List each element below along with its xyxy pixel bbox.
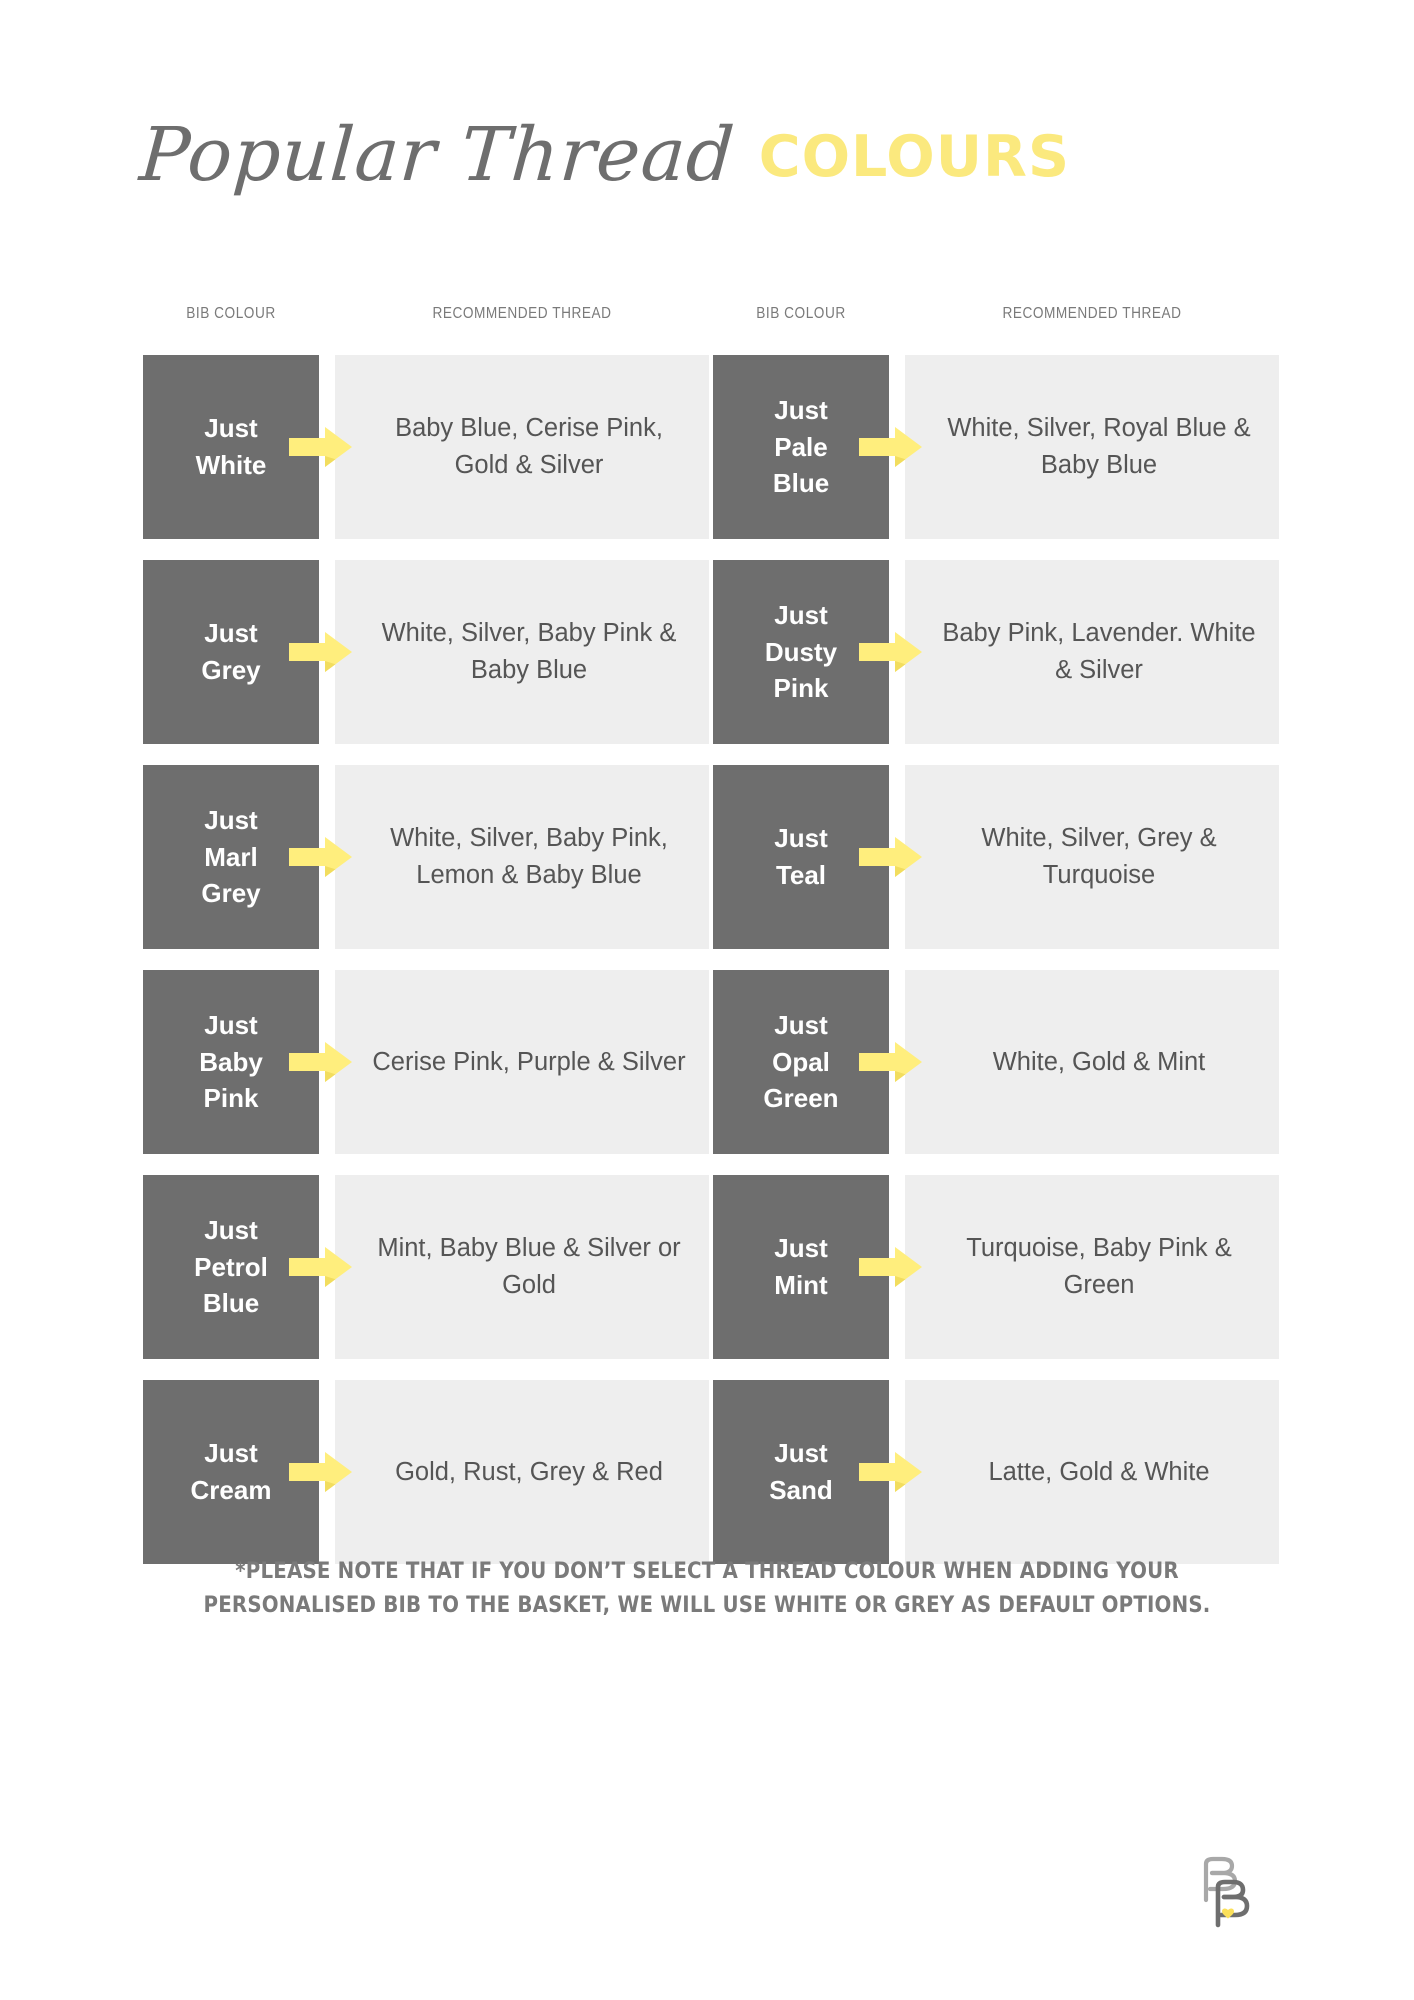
bib-colour-label: Just White [195,413,267,480]
heart-icon [1222,1908,1234,1919]
bib-colour-label: Just Cream [190,1438,272,1505]
bib-colour-label: Just Pale Blue [772,394,830,499]
recommended-thread-cell: White, Gold & Mint [905,970,1279,1154]
page-title-script: Popular Thread [136,112,738,198]
recommended-thread-cell: Baby Pink, Lavender. White & Silver [905,560,1279,744]
table-row: Just Grey White, Silver, Baby Pink & Baby… [0,560,1414,744]
bib-colour-swatch: Just Dusty Pink [713,560,889,744]
bib-colour-label: Just Marl Grey [201,804,261,909]
bib-colour-swatch: Just Cream [143,1380,319,1564]
table-row: Just White Baby Blue, Cerise Pink, Gold &… [0,355,1414,539]
recommended-thread-label: White, Silver, Grey & Turquoise [981,824,1217,889]
column-headers: BIB COLOUR RECOMMENDED THREAD BIB COLOUR… [0,305,1414,327]
table-row: Just Marl Grey White, Silver, Baby Pink, … [0,765,1414,949]
bib-colour-swatch: Just Opal Green [713,970,889,1154]
bib-colour-label: Just Grey [201,618,261,685]
bib-colour-label: Just Opal Green [763,1009,839,1114]
recommended-thread-label: White, Silver, Royal Blue & Baby Blue [947,414,1251,479]
recommended-thread-cell: Cerise Pink, Purple & Silver [335,970,709,1154]
bib-colour-swatch: Just Sand [713,1380,889,1564]
recommended-thread-label: Baby Pink, Lavender. White & Silver [942,619,1256,684]
page-title: Popular Thread COLOURS [0,112,1414,218]
bib-colour-label: Just Sand [769,1438,833,1505]
column-header-recommended-thread-left: RECOMMENDED THREAD [432,305,612,322]
recommended-thread-cell: Latte, Gold & White [905,1380,1279,1564]
bib-colour-swatch: Just Mint [713,1175,889,1359]
recommended-thread-label: Baby Blue, Cerise Pink, Gold & Silver [395,414,663,479]
bib-colour-label: Just Baby Pink [199,1009,263,1114]
page-title-accent: COLOURS [758,124,1070,190]
bib-colour-label: Just Petrol Blue [194,1214,268,1319]
recommended-thread-cell: Gold, Rust, Grey & Red [335,1380,709,1564]
recommended-thread-label: White, Silver, Baby Pink, Lemon & Baby B… [390,824,668,889]
recommended-thread-label: Latte, Gold & White [988,1457,1210,1486]
column-header-bib-colour-left: BIB COLOUR [186,305,276,322]
recommended-thread-cell: White, Silver, Baby Pink, Lemon & Baby B… [335,765,709,949]
recommended-thread-cell: White, Silver, Royal Blue & Baby Blue [905,355,1279,539]
recommended-thread-label: Gold, Rust, Grey & Red [395,1457,663,1486]
recommended-thread-cell: Mint, Baby Blue & Silver or Gold [335,1175,709,1359]
table-row: Just Baby Pink Cerise Pink, Purple & Silv… [0,970,1414,1154]
footnote-line-2: PERSONALISED BIB TO THE BASKET, WE WILL … [203,1593,1211,1619]
column-header-recommended-thread-right: RECOMMENDED THREAD [1002,305,1182,322]
recommended-thread-cell: Turquoise, Baby Pink & Green [905,1175,1279,1359]
recommended-thread-cell: Baby Blue, Cerise Pink, Gold & Silver [335,355,709,539]
recommended-thread-label: Mint, Baby Blue & Silver or Gold [377,1234,681,1299]
bib-colour-swatch: Just White [143,355,319,539]
table-row: Just Cream Gold, Rust, Grey & Red Just San… [0,1380,1414,1564]
table-row: Just Petrol Blue Mint, Baby Blue & Silver… [0,1175,1414,1359]
bib-colour-label: Just Mint [774,1233,828,1300]
recommended-thread-label: Turquoise, Baby Pink & Green [966,1234,1232,1299]
bib-colour-swatch: Just Marl Grey [143,765,319,949]
column-header-bib-colour-right: BIB COLOUR [756,305,846,322]
bib-colour-label: Just Teal [774,823,828,890]
footnote: *PLEASE NOTE THAT IF YOU DON’T SELECT A … [71,1555,1344,1623]
bib-colour-swatch: Just Pale Blue [713,355,889,539]
recommended-thread-cell: White, Silver, Baby Pink & Baby Blue [335,560,709,744]
footnote-line-1: *PLEASE NOTE THAT IF YOU DON’T SELECT A … [235,1559,1179,1584]
bb-monogram-logo [1192,1852,1258,1932]
recommended-thread-label: Cerise Pink, Purple & Silver [372,1047,686,1076]
bib-colour-swatch: Just Teal [713,765,889,949]
recommended-thread-cell: White, Silver, Grey & Turquoise [905,765,1279,949]
bib-colour-label: Just Dusty Pink [764,599,838,704]
recommended-thread-label: White, Silver, Baby Pink & Baby Blue [381,619,677,684]
bib-colour-swatch: Just Baby Pink [143,970,319,1154]
recommended-thread-label: White, Gold & Mint [992,1047,1206,1076]
bib-colour-swatch: Just Grey [143,560,319,744]
bib-colour-swatch: Just Petrol Blue [143,1175,319,1359]
